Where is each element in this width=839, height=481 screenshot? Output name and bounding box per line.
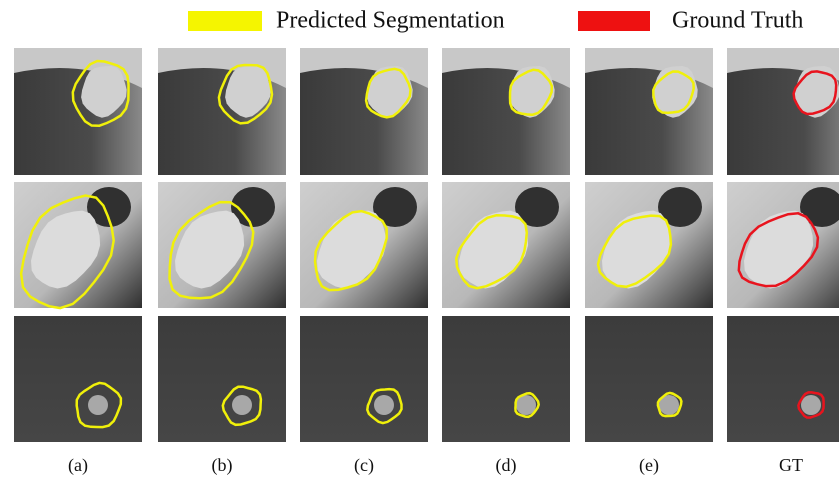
legend-label: Predicted Segmentation bbox=[276, 8, 505, 34]
nodule bbox=[374, 395, 394, 415]
figure: Predicted Segmentation Ground Truth (a) (… bbox=[0, 0, 839, 481]
ct-image bbox=[442, 316, 570, 442]
ct-image bbox=[727, 316, 839, 442]
nodule bbox=[801, 395, 821, 415]
column-label: (b) bbox=[212, 455, 233, 476]
legend-swatch-ground-truth bbox=[578, 11, 650, 31]
column-label: (c) bbox=[354, 455, 374, 476]
nodule bbox=[88, 395, 108, 415]
ct-image bbox=[158, 316, 286, 442]
legend-swatch-predicted bbox=[188, 11, 262, 31]
ct-image bbox=[585, 316, 713, 442]
ct-image bbox=[300, 316, 428, 442]
column-label: (a) bbox=[68, 455, 88, 476]
column-label: (e) bbox=[639, 455, 659, 476]
nodule bbox=[232, 395, 252, 415]
ct-image bbox=[14, 316, 142, 442]
legend-label: Ground Truth bbox=[672, 8, 803, 34]
column-label: GT bbox=[779, 455, 803, 475]
column-label: (d) bbox=[496, 455, 517, 476]
